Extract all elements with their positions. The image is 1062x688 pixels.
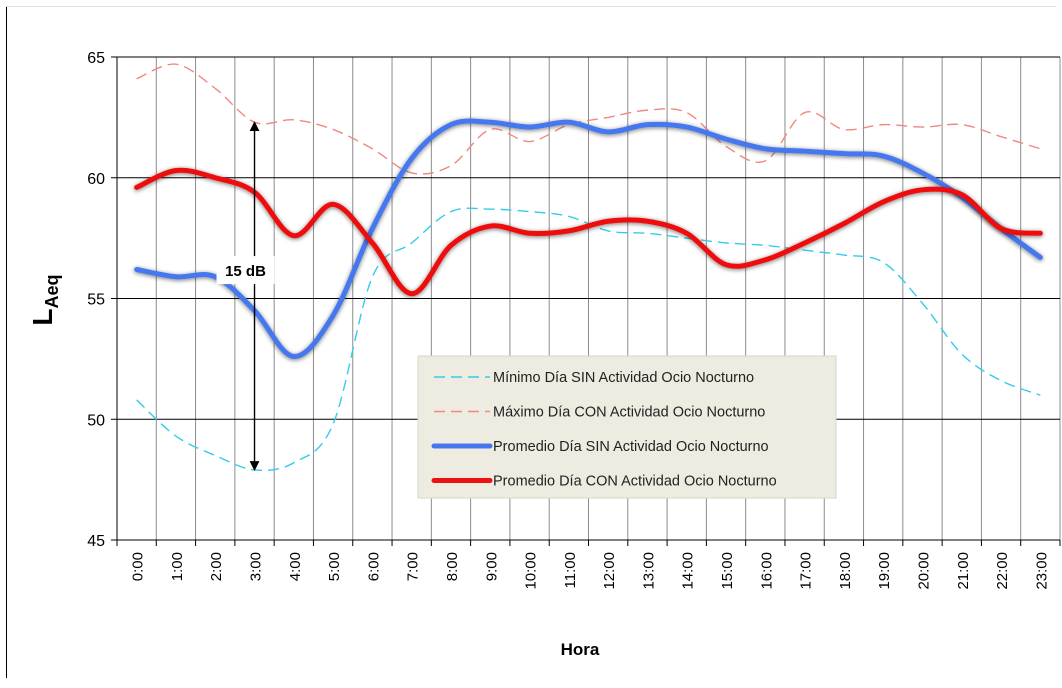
chart-frame-top-border xyxy=(6,6,1056,7)
series-line-minimo-sin xyxy=(136,207,1041,472)
x-tick-label: 6:00 xyxy=(365,552,382,581)
x-tick-label: 0:00 xyxy=(130,552,147,581)
x-tick-label: 3:00 xyxy=(248,552,265,581)
y-tick-label: 45 xyxy=(87,533,105,550)
x-axis-title: Hora xyxy=(561,640,600,659)
y-axis-title-subscript: Aeq xyxy=(42,274,62,308)
axes: 45 50 55 60 65 0:00 1:00 2:00 3:00 4:00 5:00 6:00 7:… xyxy=(87,50,1061,590)
y-axis-title: LAeq xyxy=(27,274,62,325)
chart-frame-left-border xyxy=(6,6,7,678)
x-tick-label: 13:00 xyxy=(640,552,657,590)
x-tick-label: 18:00 xyxy=(837,552,854,590)
x-tick-label: 7:00 xyxy=(405,552,422,581)
span-annotation: 15 dB xyxy=(216,121,275,471)
series-line-promedio-con xyxy=(134,167,1043,297)
x-tick-label: 10:00 xyxy=(523,552,540,590)
legend-label: Mínimo Día SIN Actividad Ocio Nocturno xyxy=(493,370,754,386)
x-tick-label: 21:00 xyxy=(955,552,972,590)
y-axis-title-main: L xyxy=(27,308,58,325)
x-tick-label: 12:00 xyxy=(601,552,618,590)
x-tick-label: 11:00 xyxy=(562,552,579,588)
span-label: 15 dB xyxy=(225,263,266,280)
x-tick-label: 17:00 xyxy=(798,552,815,590)
series-line-maximo-con xyxy=(136,63,1041,175)
x-tick-label: 22:00 xyxy=(994,552,1011,590)
x-tick-label: 16:00 xyxy=(758,552,775,590)
x-tick-label: 19:00 xyxy=(876,552,893,590)
y-tick-label: 55 xyxy=(87,292,105,309)
x-tick-label: 2:00 xyxy=(208,552,225,581)
x-tick-label: 8:00 xyxy=(444,552,461,581)
legend-box xyxy=(417,355,837,499)
y-tick-label: 60 xyxy=(87,171,105,188)
x-tick-label: 15:00 xyxy=(719,552,736,590)
series-lines xyxy=(134,63,1043,472)
span-label-background xyxy=(216,256,275,285)
x-tick-label: 5:00 xyxy=(326,552,343,581)
legend-label: Máximo Día CON Actividad Ocio Nocturno xyxy=(493,405,765,421)
x-tick-label: 4:00 xyxy=(287,552,304,581)
x-tick-label: 20:00 xyxy=(915,552,932,590)
x-tick-label: 9:00 xyxy=(483,552,500,581)
series-line-promedio-sin xyxy=(134,118,1043,359)
legend-label: Promedio Día CON Actividad Ocio Nocturno xyxy=(493,474,777,490)
x-tick-label: 1:00 xyxy=(169,552,186,581)
legend: Mínimo Día SIN Actividad Ocio Nocturno Má… xyxy=(417,355,837,499)
x-tick-label: 23:00 xyxy=(1033,552,1050,590)
y-tick-label: 65 xyxy=(87,50,105,67)
y-tick-label: 50 xyxy=(87,412,105,429)
x-tick-label: 14:00 xyxy=(680,552,697,590)
legend-label: Promedio Día SIN Actividad Ocio Nocturno xyxy=(493,439,769,455)
